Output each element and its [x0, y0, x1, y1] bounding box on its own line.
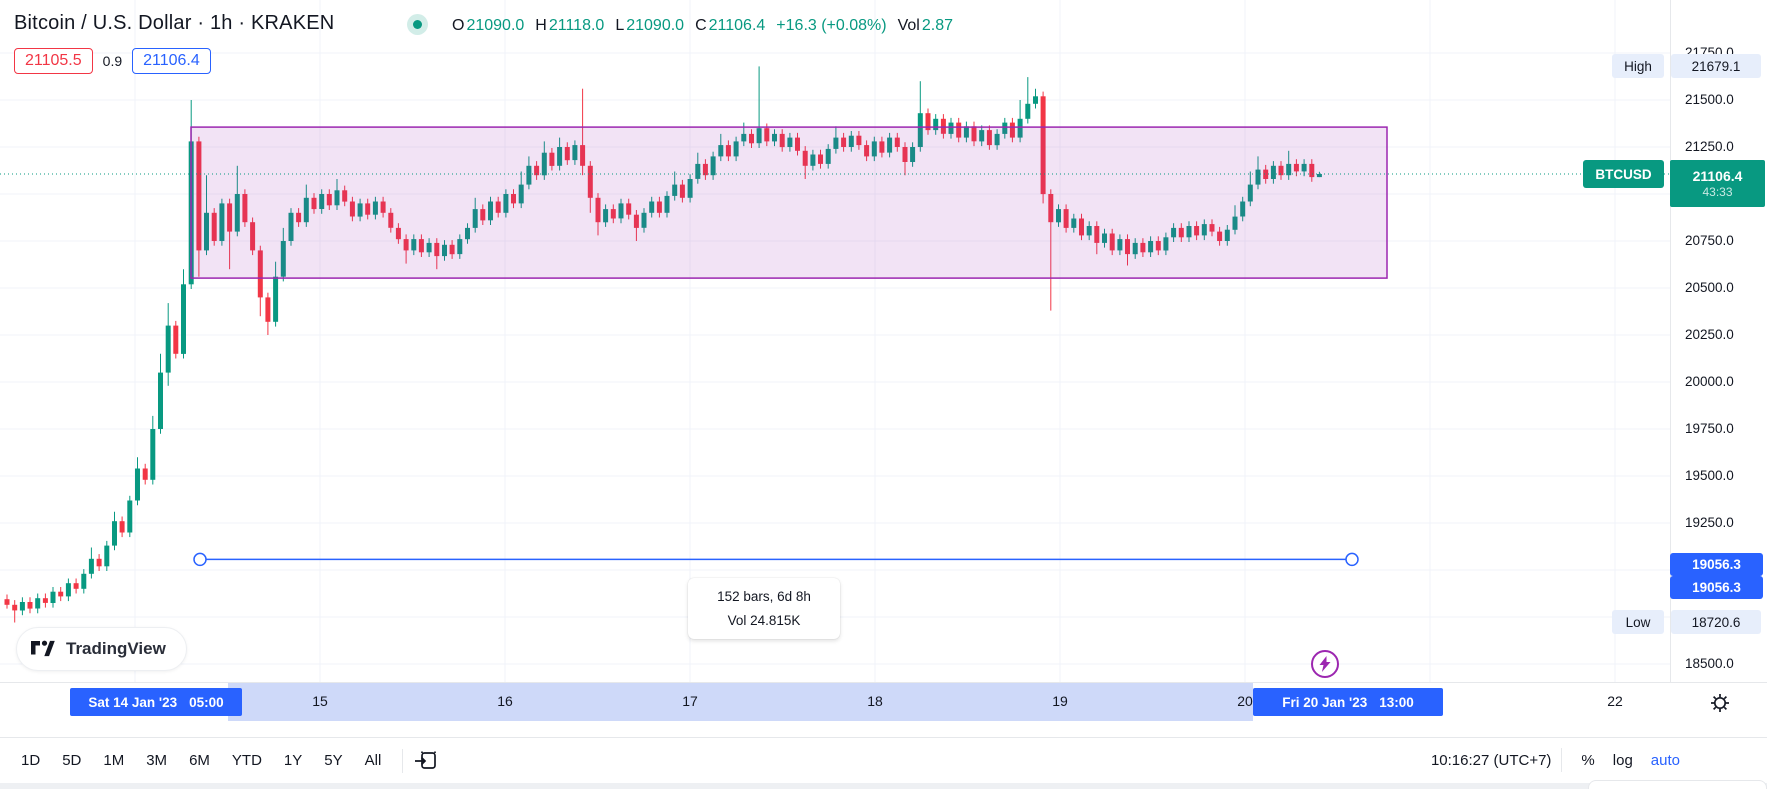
bottom-panel-handle[interactable] [1588, 780, 1767, 789]
open-value: 21090.0 [466, 17, 525, 34]
date-range-buttons: 1D 5D 1M 3M 6M YTD 1Y 5Y All [0, 747, 392, 774]
price-tick-label: 21500.0 [1685, 92, 1734, 107]
symbol-price-flag: BTCUSD [1583, 160, 1664, 188]
measured-range-highlight [228, 683, 1253, 721]
measure-end-date-badge: Fri 20 Jan '23 13:00 [1253, 688, 1443, 716]
high-label: H [535, 17, 547, 34]
range-button-1m[interactable]: 1M [103, 752, 125, 769]
last-price-badge: 21106.4 43:33 [1670, 160, 1765, 207]
high-value: 21118.0 [548, 17, 605, 34]
bottom-edge-strip [0, 783, 1767, 789]
measure-volume: Vol 24.815K [727, 613, 801, 628]
lightning-bolt-icon [1319, 656, 1331, 672]
range-button-1y[interactable]: 1Y [283, 752, 303, 769]
price-tick-label: 18500.0 [1685, 656, 1734, 671]
time-tick-label: 18 [867, 693, 883, 709]
time-tick-label: 19 [1052, 693, 1068, 709]
time-axis[interactable]: 15 16 17 18 19 20 22 Sat 14 Jan '23 05:00 Fri … [0, 682, 1767, 737]
toolbar-right-cluster: 10:16:27 (UTC+7) % log auto [1431, 737, 1689, 783]
market-status-icon[interactable] [407, 14, 428, 35]
price-tick-label: 20750.0 [1685, 233, 1734, 248]
price-tick-label: 20250.0 [1685, 327, 1734, 342]
bid-ask-row: 21105.5 0.9 21106.4 [14, 48, 211, 74]
price-range-box-drawing[interactable] [190, 126, 1388, 279]
auto-scale-button[interactable]: auto [1650, 751, 1680, 769]
low-value: 21090.0 [626, 17, 685, 34]
measure-tooltip: 152 bars, 6d 8h Vol 24.815K [688, 578, 840, 639]
end-time: 13:00 [1379, 694, 1414, 710]
tradingview-glyph-icon [31, 640, 55, 657]
log-scale-button[interactable]: log [1612, 751, 1633, 769]
quick-trade-lightning-icon[interactable] [1311, 650, 1339, 678]
bar-countdown: 43:33 [1702, 185, 1733, 199]
time-axis-settings-gear-icon[interactable] [1708, 691, 1732, 715]
measure-handle-start[interactable] [193, 552, 207, 567]
range-button-5y[interactable]: 5Y [324, 752, 343, 769]
start-date: Sat 14 Jan '23 [88, 694, 178, 710]
price-tick-label: 21250.0 [1685, 139, 1734, 154]
measure-price-badge-start: 19056.3 [1670, 553, 1763, 576]
toolbar-divider [402, 748, 404, 773]
measure-start-date-badge: Sat 14 Jan '23 05:00 [70, 688, 242, 716]
time-tick-label: 22 [1607, 693, 1623, 709]
range-button-5d[interactable]: 5D [62, 752, 82, 769]
range-button-all[interactable]: All [364, 752, 382, 769]
sell-button[interactable]: 21105.5 [14, 48, 93, 74]
range-button-6m[interactable]: 6M [189, 752, 210, 769]
price-tick-label: 20500.0 [1685, 280, 1734, 295]
volume-value: 2.87 [921, 17, 953, 34]
range-button-3m[interactable]: 3M [146, 752, 168, 769]
measure-price-badge-end: 19056.3 [1670, 576, 1763, 599]
high-marker-value: 21679.1 [1671, 54, 1761, 78]
spread-value: 0.9 [102, 53, 123, 69]
measure-handle-end[interactable] [1345, 552, 1359, 567]
buy-button[interactable]: 21106.4 [132, 48, 211, 74]
ohlc-readout: O 21090.0 H 21118.0 L 21090.0 C 21106.4 +16.… [452, 17, 953, 35]
tradingview-logo[interactable]: TradingView [16, 627, 187, 671]
low-label: L [615, 17, 625, 34]
range-button-ytd[interactable]: YTD [231, 752, 262, 769]
price-tick-label: 19250.0 [1685, 515, 1734, 530]
price-tick-label: 19750.0 [1685, 421, 1734, 436]
measure-bars-duration: 152 bars, 6d 8h [717, 589, 811, 604]
bottom-toolbar: 1D 5D 1M 3M 6M YTD 1Y 5Y All [0, 737, 1767, 783]
volume-label: Vol [897, 17, 920, 34]
open-label: O [452, 17, 465, 34]
start-time: 05:00 [189, 694, 224, 710]
close-label: C [695, 17, 707, 34]
high-marker-label: High [1612, 54, 1664, 78]
low-marker-value: 18720.6 [1671, 610, 1761, 634]
low-marker-label: Low [1612, 610, 1664, 634]
go-to-date-icon[interactable] [413, 748, 439, 774]
change-value: +16.3 (+0.08%) [776, 17, 887, 34]
range-button-1d[interactable]: 1D [21, 752, 41, 769]
session-clock[interactable]: 10:16:27 (UTC+7) [1430, 751, 1552, 769]
time-tick-label: 16 [497, 693, 513, 709]
percent-scale-button[interactable]: % [1581, 751, 1595, 769]
time-tick-label: 20 [1237, 693, 1253, 709]
close-value: 21106.4 [708, 17, 766, 34]
toolbar-divider [1561, 748, 1563, 772]
end-date: Fri 20 Jan '23 [1282, 694, 1368, 710]
last-price-value: 21106.4 [1692, 168, 1743, 184]
time-tick-label: 15 [312, 693, 328, 709]
price-tick-label: 19500.0 [1685, 468, 1734, 483]
time-tick-label: 17 [682, 693, 698, 709]
symbol-header: Bitcoin / U.S. Dollar · 1h · KRAKEN [14, 12, 334, 35]
symbol-title[interactable]: Bitcoin / U.S. Dollar · 1h · KRAKEN [14, 12, 335, 34]
price-tick-label: 20000.0 [1685, 374, 1734, 389]
tradingview-logo-text: TradingView [66, 639, 166, 658]
